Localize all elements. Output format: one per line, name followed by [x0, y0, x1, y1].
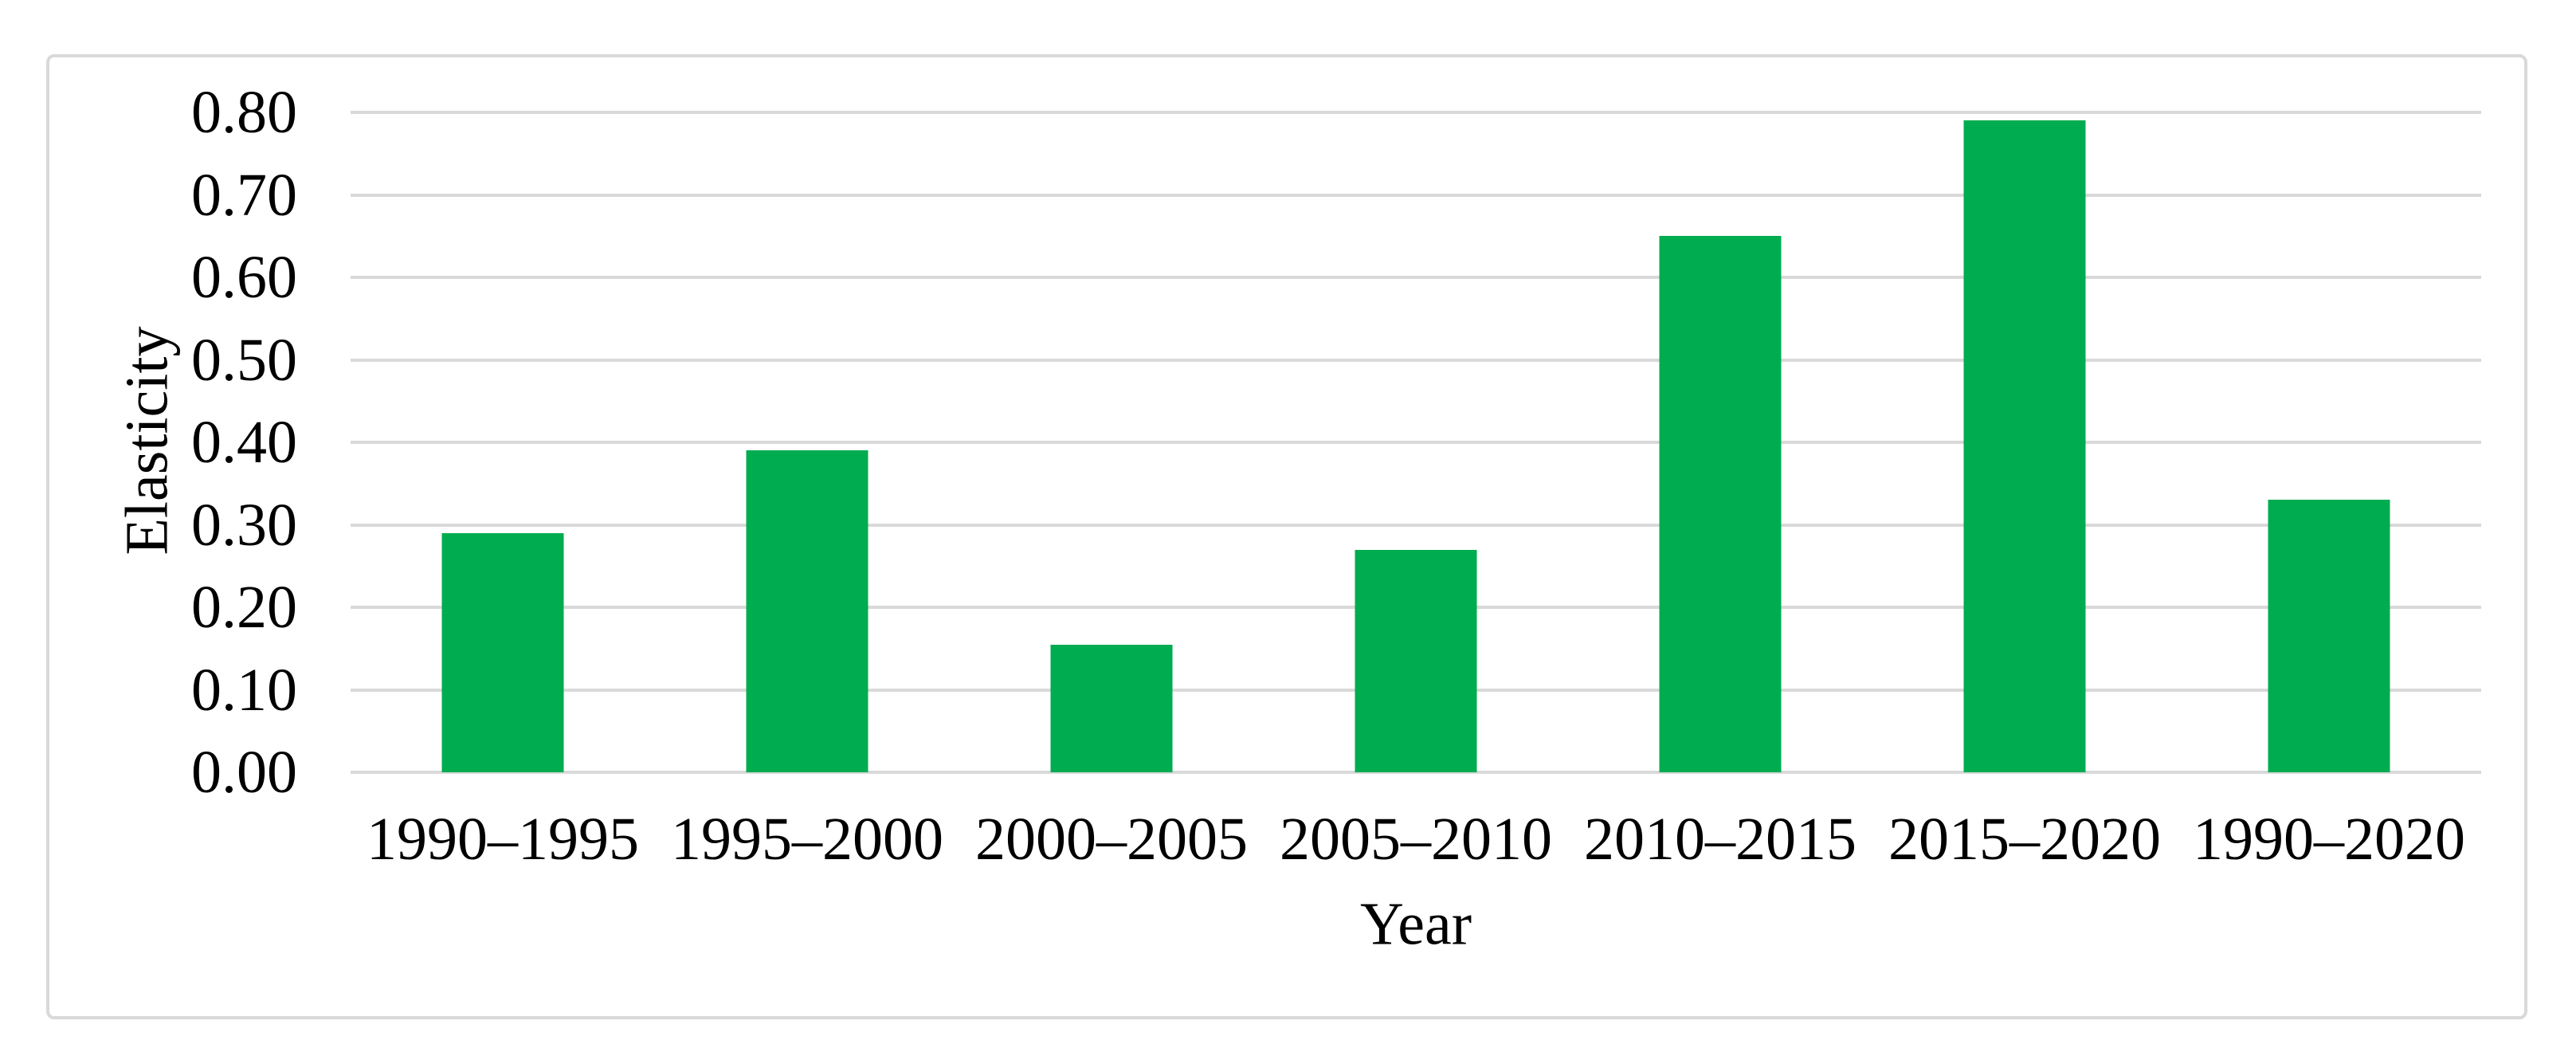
y-tick-label: 0.30 [191, 491, 297, 559]
gridline [351, 276, 2481, 279]
bar-1990–2020 [2268, 500, 2390, 772]
gridline [351, 358, 2481, 362]
gridline [351, 441, 2481, 444]
bar-2010–2015 [1659, 236, 1782, 772]
x-tick-label: 2005–2010 [1280, 806, 1552, 873]
y-tick-label: 0.80 [191, 79, 297, 146]
bar-slot [1264, 112, 1568, 772]
gridline [351, 523, 2481, 527]
bar-slot [2177, 112, 2481, 772]
bar-1990–1995 [441, 532, 564, 772]
y-tick-label: 0.00 [191, 739, 297, 806]
bar-2015–2020 [1963, 120, 2086, 772]
gridline [351, 193, 2481, 197]
y-tick-label: 0.20 [191, 574, 297, 641]
bar-slot [959, 112, 1264, 772]
bar-2000–2005 [1050, 644, 1173, 772]
x-axis-title: Year [1359, 890, 1472, 958]
gridline [351, 111, 2481, 114]
bar-slot [1872, 112, 2177, 772]
x-tick-label: 1990–2020 [2193, 806, 2465, 873]
plot-area [351, 111, 2481, 774]
bar-slot [655, 112, 959, 772]
y-tick-label: 0.40 [191, 409, 297, 476]
bar-2005–2010 [1355, 549, 1477, 772]
x-tick-label: 1990–1995 [367, 806, 639, 873]
bar-1995–2000 [746, 450, 868, 772]
x-tick-label: 1995–2000 [671, 806, 943, 873]
x-tick-label: 2000–2005 [975, 806, 1248, 873]
y-tick-label: 0.10 [191, 656, 297, 724]
y-tick-label: 0.60 [191, 244, 297, 311]
bar-slot [1568, 112, 1872, 772]
bar-slot [351, 112, 655, 772]
gridline [351, 771, 2481, 774]
y-tick-label: 0.70 [191, 161, 297, 229]
x-tick-label: 2010–2015 [1584, 806, 1857, 873]
y-tick-label: 0.50 [191, 326, 297, 394]
x-tick-label: 2015–2020 [1888, 806, 2161, 873]
